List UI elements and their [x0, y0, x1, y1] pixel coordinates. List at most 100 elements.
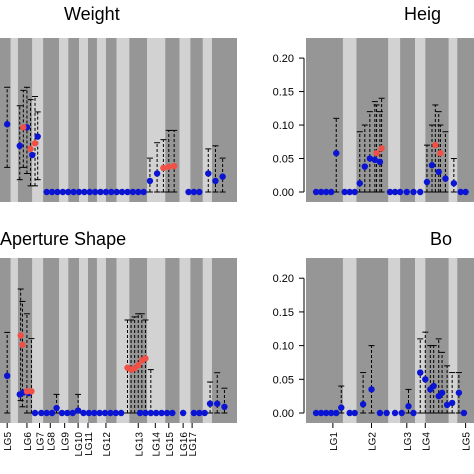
data-point-blue	[91, 188, 99, 196]
lg-band	[147, 258, 166, 423]
data-point-blue	[333, 409, 340, 417]
data-point-blue	[322, 409, 330, 417]
data-point-blue	[405, 403, 412, 410]
lg-band	[190, 38, 203, 202]
lg-band	[342, 38, 357, 202]
y-tick-label: 0.00	[273, 408, 294, 420]
data-point-blue	[351, 409, 358, 417]
data-point-blue	[38, 409, 45, 417]
lg-band	[87, 258, 97, 423]
data-point-blue	[450, 180, 458, 187]
data-point-blue	[108, 188, 115, 196]
data-point-red	[31, 140, 39, 147]
x-tick-label: LG6	[23, 432, 34, 451]
lg-band	[306, 38, 343, 202]
lg-band	[179, 38, 191, 202]
y-tick-label: 0.20	[273, 273, 294, 285]
data-point-blue	[317, 188, 325, 196]
data-point-blue	[361, 163, 368, 170]
data-point-red	[19, 341, 26, 348]
lg-band	[306, 258, 343, 423]
panel-title: Weight	[64, 4, 120, 24]
data-point-blue	[43, 188, 50, 196]
data-point-blue	[43, 409, 50, 417]
data-point-blue	[403, 188, 410, 196]
data-point-blue	[48, 409, 56, 417]
lg-band	[68, 38, 79, 202]
data-point-red	[28, 388, 35, 395]
lg-band	[356, 38, 389, 202]
data-point-red	[170, 162, 178, 170]
data-point-blue	[140, 188, 147, 196]
lg-band	[32, 38, 44, 202]
data-point-red	[160, 164, 167, 172]
lg-band	[400, 38, 416, 202]
data-point-blue	[190, 409, 198, 417]
data-point-blue	[129, 188, 137, 196]
data-point-blue	[34, 133, 41, 140]
lg-band	[96, 258, 106, 423]
lg-band	[105, 258, 117, 423]
data-point-blue	[158, 409, 165, 417]
lg-band	[165, 38, 180, 202]
data-point-blue	[153, 170, 161, 177]
data-point-blue	[113, 188, 120, 196]
data-point-blue	[196, 409, 203, 417]
y-tick-label: 0.10	[273, 341, 294, 353]
y-tick-label: 0.05	[273, 374, 294, 386]
x-tick-label: LG9	[61, 432, 72, 451]
data-point-blue	[117, 409, 125, 417]
data-point-blue	[366, 155, 374, 162]
x-tick-label: LG16	[179, 432, 190, 457]
data-point-blue	[443, 401, 451, 409]
data-point-blue	[65, 188, 72, 196]
lg-band	[425, 258, 449, 423]
data-point-blue	[346, 409, 353, 417]
lg-band	[448, 38, 458, 202]
data-point-blue	[410, 409, 417, 417]
data-point-blue	[356, 180, 363, 187]
lg-band	[448, 258, 458, 423]
data-point-blue	[317, 409, 325, 417]
data-point-red	[432, 141, 439, 149]
data-point-blue	[86, 188, 93, 196]
lg-band	[43, 258, 60, 423]
data-point-blue	[376, 158, 384, 166]
data-point-blue	[112, 409, 120, 417]
data-point-red	[17, 332, 24, 339]
data-point-blue	[124, 188, 131, 196]
lg-band	[457, 258, 474, 423]
data-point-blue	[206, 400, 214, 407]
x-tick-label: LG5	[3, 432, 14, 451]
data-point-blue	[376, 409, 384, 417]
y-tick-label: 0.00	[273, 187, 294, 199]
data-point-red	[23, 388, 31, 395]
lg-band	[129, 38, 148, 202]
lg-band	[457, 38, 474, 202]
data-point-red	[437, 149, 444, 157]
x-tick-label: LG14	[151, 432, 162, 457]
data-point-blue	[396, 188, 404, 196]
data-point-blue	[442, 175, 449, 182]
data-point-blue	[455, 389, 463, 396]
data-point-red	[165, 163, 172, 170]
data-point-blue	[398, 409, 405, 417]
panel-title: Heig	[404, 4, 441, 24]
data-point-blue	[460, 409, 468, 417]
lg-band	[356, 258, 389, 423]
data-point-blue	[3, 372, 11, 379]
y-tick-label: 0.20	[273, 53, 294, 65]
data-point-blue	[146, 177, 154, 185]
x-tick-label: LG2	[368, 432, 379, 451]
lg-band	[415, 38, 426, 202]
data-point-red	[20, 124, 27, 131]
data-point-blue	[153, 409, 160, 417]
data-point-red	[27, 145, 34, 153]
lg-band	[17, 258, 33, 423]
data-point-blue	[205, 170, 212, 177]
data-point-blue	[328, 409, 335, 417]
data-point-blue	[201, 409, 208, 417]
lg-band	[43, 38, 60, 202]
lg-band	[10, 258, 18, 423]
data-point-red	[373, 149, 380, 157]
